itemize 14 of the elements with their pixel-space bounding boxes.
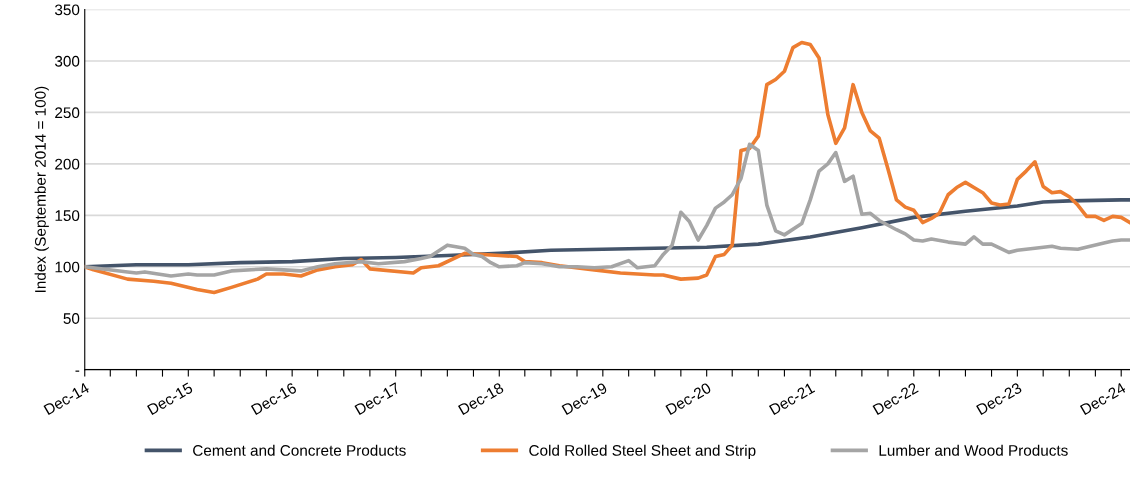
legend-label: Cold Rolled Steel Sheet and Strip xyxy=(529,444,756,459)
y-tick-label: 100 xyxy=(55,261,80,273)
y-tick-label: 250 xyxy=(55,107,80,119)
y-tick-label: 300 xyxy=(54,55,80,67)
y-tick-label: 50 xyxy=(63,313,80,324)
y-tick-label: 200 xyxy=(55,158,80,170)
legend-label: Lumber and Wood Products xyxy=(879,444,1068,456)
y-tick-label: - xyxy=(75,370,80,372)
line-series xyxy=(84,40,1130,295)
line-series xyxy=(84,142,1130,278)
y-axis-title: Index (September 2014 = 100) xyxy=(34,86,49,293)
y-tick-label: 350 xyxy=(54,4,80,16)
legend-label: Cement and Concrete Products xyxy=(193,444,406,456)
y-tick-label: 150 xyxy=(55,210,80,222)
